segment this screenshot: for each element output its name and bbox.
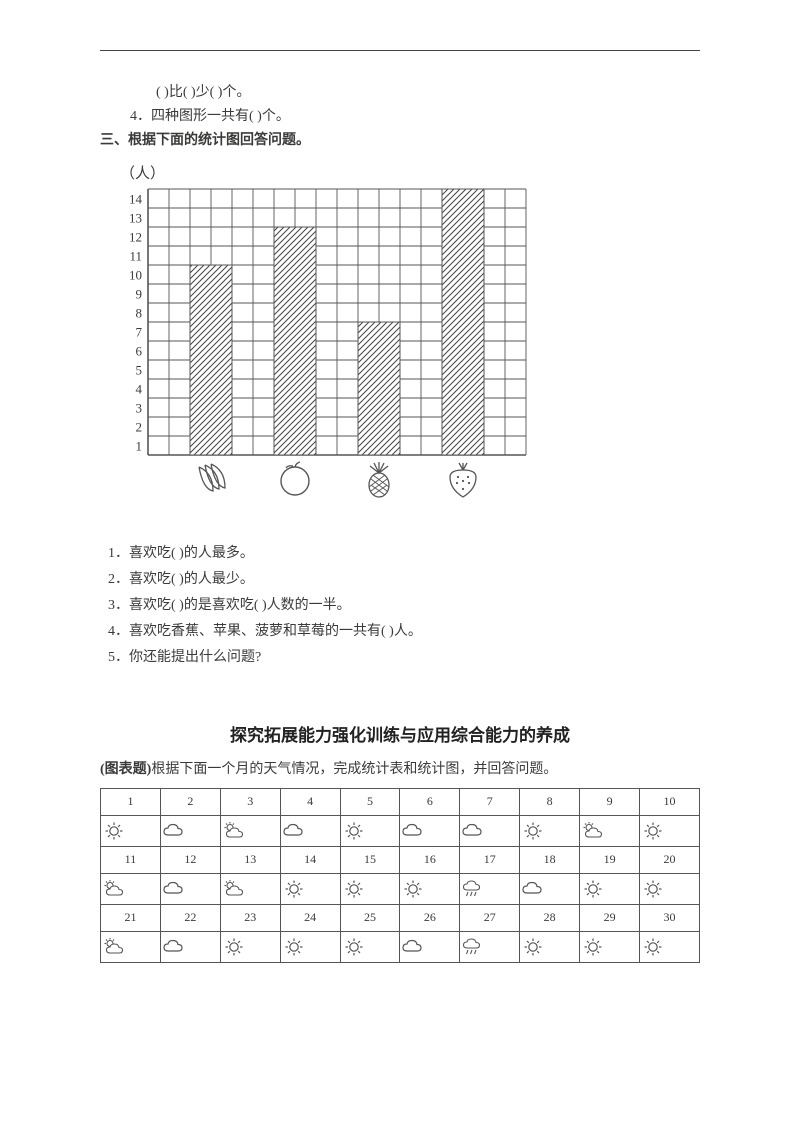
day-number: 19 xyxy=(580,846,640,873)
day-number: 12 xyxy=(160,846,220,873)
day-number: 20 xyxy=(640,846,700,873)
day-number: 5 xyxy=(340,788,400,815)
weather-cloud-icon xyxy=(460,815,520,846)
weather-cloud-icon xyxy=(160,931,220,962)
svg-text:10: 10 xyxy=(129,268,142,283)
day-number: 1 xyxy=(101,788,161,815)
svg-text:14: 14 xyxy=(129,192,143,207)
weather-sun-icon xyxy=(101,815,161,846)
pineapple-icon xyxy=(369,462,389,497)
fill-blank-line: ( )比( )少( )个。 xyxy=(156,81,700,105)
weather-task-rest: 根据下面一个月的天气情况，完成统计表和统计图，并回答问题。 xyxy=(151,762,557,777)
extension-heading: 探究拓展能力强化训练与应用综合能力的养成 xyxy=(100,721,700,746)
day-number: 23 xyxy=(220,904,280,931)
day-number: 21 xyxy=(101,904,161,931)
chart-q3: 3．喜欢吃( )的是喜欢吃( )人数的一半。 xyxy=(108,593,700,619)
day-number: 26 xyxy=(400,904,460,931)
weather-cloud-icon xyxy=(400,815,460,846)
day-number: 2 xyxy=(160,788,220,815)
weather-task-text: (图表题)根据下面一个月的天气情况，完成统计表和统计图，并回答问题。 xyxy=(100,758,700,778)
day-number: 18 xyxy=(520,846,580,873)
day-number: 15 xyxy=(340,846,400,873)
weather-cloud-icon xyxy=(160,815,220,846)
day-number: 8 xyxy=(520,788,580,815)
weather-cloud-icon xyxy=(400,931,460,962)
svg-text:4: 4 xyxy=(136,382,143,397)
svg-text:12: 12 xyxy=(129,230,142,245)
page: ( )比( )少( )个。 4．四种图形一共有( )个。 三、根据下面的统计图回… xyxy=(0,0,800,1132)
apple-icon xyxy=(281,462,309,495)
weather-sun-icon xyxy=(340,931,400,962)
svg-text:3: 3 xyxy=(136,401,143,416)
day-number: 16 xyxy=(400,846,460,873)
weather-cloud-icon xyxy=(280,815,340,846)
chart-q1: 1．喜欢吃( )的人最多。 xyxy=(108,541,700,567)
day-number: 3 xyxy=(220,788,280,815)
weather-sun-icon xyxy=(520,815,580,846)
y-axis-unit-label: （人） xyxy=(120,162,700,183)
svg-text:11: 11 xyxy=(129,249,142,264)
weather-partly-icon xyxy=(220,873,280,904)
task-label: (图表题) xyxy=(100,762,151,777)
day-number: 29 xyxy=(580,904,640,931)
chart-q5: 5．你还能提出什么问题? xyxy=(108,645,700,671)
weather-sun-icon xyxy=(280,931,340,962)
svg-text:7: 7 xyxy=(136,325,143,340)
weather-partly-icon xyxy=(101,873,161,904)
weather-sun-icon xyxy=(340,873,400,904)
svg-text:9: 9 xyxy=(136,287,143,302)
day-number: 22 xyxy=(160,904,220,931)
day-number: 24 xyxy=(280,904,340,931)
day-number: 7 xyxy=(460,788,520,815)
svg-text:5: 5 xyxy=(136,363,143,378)
day-number: 17 xyxy=(460,846,520,873)
question-4-shapes: 4．四种图形一共有( )个。 xyxy=(130,105,700,129)
day-number: 6 xyxy=(400,788,460,815)
svg-text:2: 2 xyxy=(136,420,143,435)
weather-sun-icon xyxy=(520,931,580,962)
weather-rain-icon xyxy=(460,873,520,904)
weather-rain-icon xyxy=(460,931,520,962)
chart-questions: 1．喜欢吃( )的人最多。 2．喜欢吃( )的人最少。 3．喜欢吃( )的是喜欢… xyxy=(108,541,700,670)
day-number: 11 xyxy=(101,846,161,873)
day-number: 9 xyxy=(580,788,640,815)
day-number: 28 xyxy=(520,904,580,931)
day-number: 25 xyxy=(340,904,400,931)
svg-text:13: 13 xyxy=(129,211,142,226)
weather-sun-icon xyxy=(340,815,400,846)
svg-text:1: 1 xyxy=(136,439,143,454)
day-number: 10 xyxy=(640,788,700,815)
weather-calendar-table: 1234567891011121314151617181920212223242… xyxy=(100,788,700,963)
svg-text:8: 8 xyxy=(136,306,143,321)
bar-chart-svg: 14 13 12 11 10 9 8 7 6 5 4 3 2 1 xyxy=(110,185,536,515)
weather-sun-icon xyxy=(220,931,280,962)
weather-partly-icon xyxy=(101,931,161,962)
weather-sun-icon xyxy=(640,931,700,962)
weather-sun-icon xyxy=(640,815,700,846)
weather-partly-icon xyxy=(580,815,640,846)
weather-cloud-icon xyxy=(520,873,580,904)
day-number: 30 xyxy=(640,904,700,931)
top-horizontal-rule xyxy=(100,50,700,51)
strawberry-icon xyxy=(450,463,476,497)
chart-q4: 4．喜欢吃香蕉、苹果、菠萝和草莓的一共有( )人。 xyxy=(108,619,700,645)
svg-text:6: 6 xyxy=(136,344,143,359)
day-number: 13 xyxy=(220,846,280,873)
day-number: 14 xyxy=(280,846,340,873)
weather-sun-icon xyxy=(280,873,340,904)
weather-sun-icon xyxy=(400,873,460,904)
bar-chart: （人） 14 13 12 11 10 9 8 7 6 5 4 3 2 1 xyxy=(110,162,700,515)
weather-partly-icon xyxy=(220,815,280,846)
banana-icon xyxy=(199,464,225,491)
weather-sun-icon xyxy=(640,873,700,904)
weather-sun-icon xyxy=(580,873,640,904)
chart-q2: 2．喜欢吃( )的人最少。 xyxy=(108,567,700,593)
day-number: 27 xyxy=(460,904,520,931)
weather-cloud-icon xyxy=(160,873,220,904)
section-3-title: 三、根据下面的统计图回答问题。 xyxy=(100,129,700,153)
weather-sun-icon xyxy=(580,931,640,962)
day-number: 4 xyxy=(280,788,340,815)
